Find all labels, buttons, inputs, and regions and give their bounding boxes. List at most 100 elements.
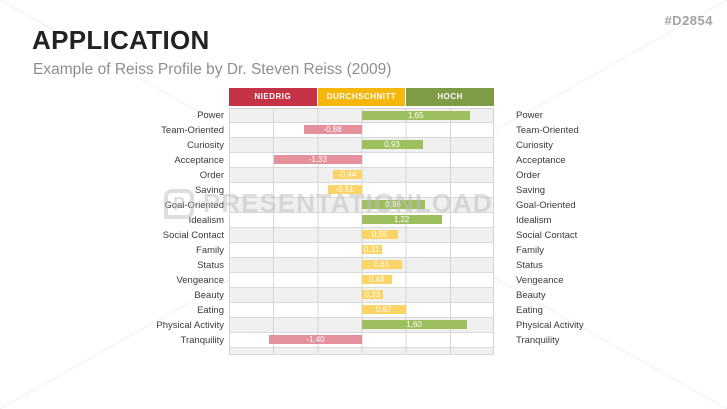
value-bar: 0,31 — [361, 245, 382, 254]
value-bar: 0,61 — [361, 260, 402, 269]
chart-row: Power 1,65 Power — [141, 108, 611, 123]
row-label-right: Saving — [516, 185, 546, 196]
zone-header-row: NIEDRIG DURCHSCHNITT HOCH — [141, 88, 611, 106]
page-subtitle: Example of Reiss Profile by Dr. Steven R… — [33, 61, 392, 78]
row-label-left: Goal-Oriented — [164, 200, 224, 211]
row-label-right: Curiosity — [516, 140, 553, 151]
bar-value-label: 1,65 — [407, 111, 424, 120]
chart-row: Eating 0,67 Eating — [141, 303, 611, 318]
row-plot: 1,60 — [229, 318, 494, 333]
row-label-right: Social Contact — [516, 230, 578, 241]
row-label-right: Physical Activity — [516, 320, 584, 331]
row-label-left: Acceptance — [174, 155, 224, 166]
row-plot: 0,31 — [229, 243, 494, 258]
chart-row: Acceptance -1,33 Acceptance — [141, 153, 611, 168]
chart-rows: Power 1,65 Power Team-Oriented -0,88 Team-Ori… — [141, 108, 611, 355]
row-label-right: Vengeance — [516, 275, 564, 286]
value-bar: 0,96 — [361, 200, 425, 209]
chart-row: Goal-Oriented 0,96 Goal-Oriented — [141, 198, 611, 213]
bar-value-label: 0,31 — [363, 245, 380, 254]
chart-row: Social Contact 0,55 Social Contact — [141, 228, 611, 243]
row-label-right: Acceptance — [516, 155, 566, 166]
bar-value-label: 0,67 — [375, 305, 392, 314]
row-label-left: Beauty — [194, 290, 224, 301]
bar-value-label: 1,60 — [406, 320, 422, 329]
row-label-left: Status — [197, 260, 224, 271]
reiss-profile-chart: NIEDRIG DURCHSCHNITT HOCH Power 1,65 Power Te… — [141, 88, 611, 355]
chart-row: Saving -0,51 Saving — [141, 183, 611, 198]
value-bar: 1,60 — [361, 320, 467, 329]
value-bar: -1,33 — [274, 155, 362, 164]
row-plot: -1,40 — [229, 333, 494, 348]
chart-row: Idealism 1,22 Idealism — [141, 213, 611, 228]
row-label-right: Idealism — [516, 215, 552, 226]
chart-row: Vengeance 0,46 Vengeance — [141, 273, 611, 288]
row-plot: 0,61 — [229, 258, 494, 273]
bar-value-label: -1,33 — [308, 155, 327, 164]
row-label-right: Family — [516, 245, 544, 256]
bar-value-label: 0,33 — [364, 290, 381, 299]
value-bar: 0,67 — [361, 305, 406, 314]
row-label-left: Social Contact — [162, 230, 224, 241]
chart-row: Physical Activity 1,60 Physical Activity — [141, 318, 611, 333]
row-label-right: Order — [516, 170, 541, 181]
row-label-left: Saving — [194, 185, 224, 196]
table-footer-row — [141, 348, 611, 355]
row-label-right: Status — [516, 260, 543, 271]
row-plot: 0,96 — [229, 198, 494, 213]
header-left-spacer — [141, 88, 229, 106]
row-label-left: Physical Activity — [156, 320, 224, 331]
row-label-right: Tranquility — [516, 335, 560, 346]
row-label-right: Beauty — [516, 290, 546, 301]
row-label-left: Order — [199, 170, 224, 181]
row-label-left: Family — [196, 245, 224, 256]
chart-row: Family 0,31 Family — [141, 243, 611, 258]
row-plot: -0,51 — [229, 183, 494, 198]
row-plot: 1,65 — [229, 108, 494, 123]
zone-header-niedrig: NIEDRIG — [229, 88, 317, 106]
page-title: APPLICATION — [32, 25, 210, 55]
value-bar: -1,40 — [269, 335, 362, 344]
bar-value-label: -0,51 — [335, 185, 354, 194]
row-plot: 0,67 — [229, 303, 494, 318]
value-bar: 0,46 — [361, 275, 392, 284]
chart-row: Beauty 0,33 Beauty — [141, 288, 611, 303]
value-bar: 1,65 — [361, 111, 470, 120]
row-plot: 0,55 — [229, 228, 494, 243]
header-right-spacer — [516, 88, 611, 106]
bar-value-label: 0,61 — [373, 260, 390, 269]
row-label-left: Vengeance — [176, 275, 224, 286]
value-bar: -0,44 — [332, 170, 362, 179]
bar-value-label: -0,88 — [323, 125, 342, 134]
chart-row: Curiosity 0,93 Curiosity — [141, 138, 611, 153]
row-label-left: Power — [197, 110, 224, 121]
row-label-right: Power — [516, 110, 543, 121]
value-bar: -0,51 — [327, 185, 362, 194]
chart-row: Team-Oriented -0,88 Team-Oriented — [141, 123, 611, 138]
row-label-left: Eating — [197, 305, 224, 316]
chart-row: Order -0,44 Order — [141, 168, 611, 183]
table-footer-plot — [229, 348, 494, 355]
value-bar: 1,22 — [361, 215, 442, 224]
row-label-right: Team-Oriented — [516, 125, 579, 136]
row-plot: 0,93 — [229, 138, 494, 153]
zone-header-hoch: HOCH — [406, 88, 495, 106]
value-bar: -0,88 — [303, 125, 362, 134]
bar-value-label: 1,22 — [393, 215, 410, 224]
row-label-right: Goal-Oriented — [516, 200, 576, 211]
bar-value-label: 0,55 — [371, 230, 388, 239]
bar-value-label: 0,93 — [384, 140, 400, 149]
row-plot: 0,46 — [229, 273, 494, 288]
value-bar: 0,33 — [361, 290, 384, 299]
row-plot: 0,33 — [229, 288, 494, 303]
value-bar: 0,55 — [361, 230, 398, 239]
value-bar: 0,93 — [361, 140, 423, 149]
zone-header-durchschnitt: DURCHSCHNITT — [317, 88, 406, 106]
row-plot: -0,44 — [229, 168, 494, 183]
row-plot: 1,22 — [229, 213, 494, 228]
chart-row: Tranquility -1,40 Tranquility — [141, 333, 611, 348]
row-label-left: Idealism — [188, 215, 224, 226]
row-label-left: Curiosity — [187, 140, 224, 151]
slide-code: #D2854 — [664, 13, 713, 28]
